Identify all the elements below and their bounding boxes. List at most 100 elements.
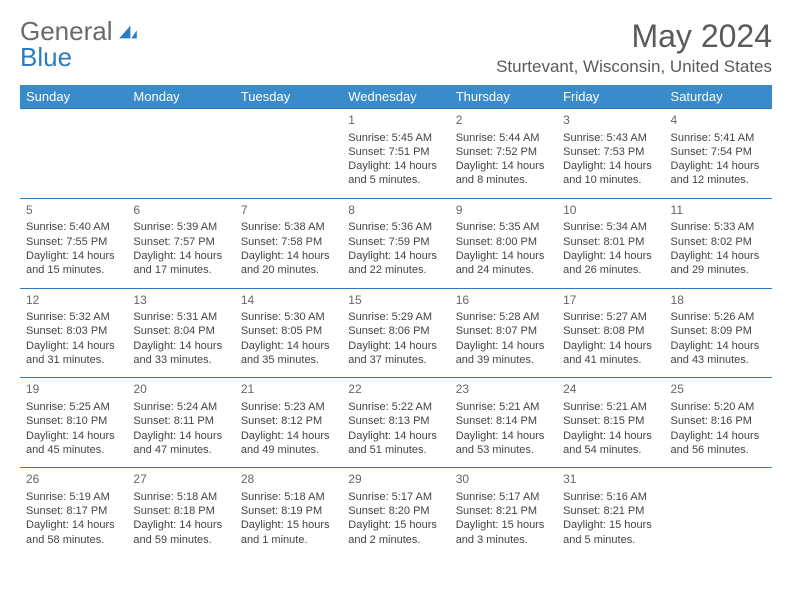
calendar-day-cell: 16Sunrise: 5:28 AMSunset: 8:07 PMDayligh… [450, 288, 557, 378]
sunset-line: Sunset: 8:01 PM [563, 235, 658, 249]
calendar-header-row: SundayMondayTuesdayWednesdayThursdayFrid… [20, 85, 772, 109]
sunrise-line: Sunrise: 5:24 AM [133, 400, 228, 414]
calendar-week-row: 12Sunrise: 5:32 AMSunset: 8:03 PMDayligh… [20, 288, 772, 378]
calendar-day-cell [20, 109, 127, 199]
day-number: 12 [26, 293, 121, 309]
calendar-day-cell: 28Sunrise: 5:18 AMSunset: 8:19 PMDayligh… [235, 468, 342, 557]
calendar-day-cell: 14Sunrise: 5:30 AMSunset: 8:05 PMDayligh… [235, 288, 342, 378]
daylight-line: Daylight: 14 hours and 41 minutes. [563, 339, 658, 368]
calendar-day-cell: 17Sunrise: 5:27 AMSunset: 8:08 PMDayligh… [557, 288, 664, 378]
sunrise-line: Sunrise: 5:38 AM [241, 220, 336, 234]
daylight-line: Daylight: 14 hours and 17 minutes. [133, 249, 228, 278]
daylight-line: Daylight: 14 hours and 33 minutes. [133, 339, 228, 368]
sunset-line: Sunset: 8:13 PM [348, 414, 443, 428]
day-number: 1 [348, 113, 443, 129]
day-number: 18 [671, 293, 766, 309]
daylight-line: Daylight: 14 hours and 51 minutes. [348, 429, 443, 458]
day-header: Thursday [450, 85, 557, 109]
sunrise-line: Sunrise: 5:19 AM [26, 490, 121, 504]
calendar-day-cell: 29Sunrise: 5:17 AMSunset: 8:20 PMDayligh… [342, 468, 449, 557]
sunset-line: Sunset: 8:21 PM [456, 504, 551, 518]
daylight-line: Daylight: 14 hours and 29 minutes. [671, 249, 766, 278]
sunset-line: Sunset: 7:59 PM [348, 235, 443, 249]
day-number: 20 [133, 382, 228, 398]
calendar-week-row: 26Sunrise: 5:19 AMSunset: 8:17 PMDayligh… [20, 468, 772, 557]
sunrise-line: Sunrise: 5:31 AM [133, 310, 228, 324]
daylight-line: Daylight: 15 hours and 3 minutes. [456, 518, 551, 547]
daylight-line: Daylight: 14 hours and 58 minutes. [26, 518, 121, 547]
sunrise-line: Sunrise: 5:33 AM [671, 220, 766, 234]
calendar-day-cell: 19Sunrise: 5:25 AMSunset: 8:10 PMDayligh… [20, 378, 127, 468]
sunset-line: Sunset: 7:53 PM [563, 145, 658, 159]
sunset-line: Sunset: 8:05 PM [241, 324, 336, 338]
calendar-day-cell: 25Sunrise: 5:20 AMSunset: 8:16 PMDayligh… [665, 378, 772, 468]
day-number: 13 [133, 293, 228, 309]
calendar-day-cell: 12Sunrise: 5:32 AMSunset: 8:03 PMDayligh… [20, 288, 127, 378]
sunrise-line: Sunrise: 5:40 AM [26, 220, 121, 234]
sunrise-line: Sunrise: 5:17 AM [348, 490, 443, 504]
daylight-line: Daylight: 15 hours and 2 minutes. [348, 518, 443, 547]
sunset-line: Sunset: 8:15 PM [563, 414, 658, 428]
sunset-line: Sunset: 8:16 PM [671, 414, 766, 428]
sunrise-line: Sunrise: 5:20 AM [671, 400, 766, 414]
calendar-day-cell [665, 468, 772, 557]
sunrise-line: Sunrise: 5:21 AM [563, 400, 658, 414]
sunrise-line: Sunrise: 5:45 AM [348, 131, 443, 145]
sunrise-line: Sunrise: 5:26 AM [671, 310, 766, 324]
daylight-line: Daylight: 14 hours and 8 minutes. [456, 159, 551, 188]
daylight-line: Daylight: 14 hours and 22 minutes. [348, 249, 443, 278]
day-header: Sunday [20, 85, 127, 109]
sunrise-line: Sunrise: 5:36 AM [348, 220, 443, 234]
logo-sail-icon [117, 18, 139, 44]
day-number: 9 [456, 203, 551, 219]
daylight-line: Daylight: 14 hours and 15 minutes. [26, 249, 121, 278]
day-number: 4 [671, 113, 766, 129]
day-number: 11 [671, 203, 766, 219]
day-number: 14 [241, 293, 336, 309]
sunset-line: Sunset: 8:20 PM [348, 504, 443, 518]
sunrise-line: Sunrise: 5:39 AM [133, 220, 228, 234]
daylight-line: Daylight: 14 hours and 59 minutes. [133, 518, 228, 547]
calendar-day-cell: 20Sunrise: 5:24 AMSunset: 8:11 PMDayligh… [127, 378, 234, 468]
calendar-day-cell: 23Sunrise: 5:21 AMSunset: 8:14 PMDayligh… [450, 378, 557, 468]
sunrise-line: Sunrise: 5:16 AM [563, 490, 658, 504]
daylight-line: Daylight: 14 hours and 47 minutes. [133, 429, 228, 458]
sunrise-line: Sunrise: 5:35 AM [456, 220, 551, 234]
calendar-day-cell: 11Sunrise: 5:33 AMSunset: 8:02 PMDayligh… [665, 198, 772, 288]
sunrise-line: Sunrise: 5:25 AM [26, 400, 121, 414]
calendar-day-cell: 15Sunrise: 5:29 AMSunset: 8:06 PMDayligh… [342, 288, 449, 378]
daylight-line: Daylight: 14 hours and 37 minutes. [348, 339, 443, 368]
sunrise-line: Sunrise: 5:18 AM [241, 490, 336, 504]
sunset-line: Sunset: 8:00 PM [456, 235, 551, 249]
sunset-line: Sunset: 8:04 PM [133, 324, 228, 338]
daylight-line: Daylight: 14 hours and 35 minutes. [241, 339, 336, 368]
sunrise-line: Sunrise: 5:34 AM [563, 220, 658, 234]
day-number: 8 [348, 203, 443, 219]
calendar-day-cell: 22Sunrise: 5:22 AMSunset: 8:13 PMDayligh… [342, 378, 449, 468]
brand-part2: Blue [20, 42, 72, 72]
daylight-line: Daylight: 14 hours and 5 minutes. [348, 159, 443, 188]
daylight-line: Daylight: 14 hours and 49 minutes. [241, 429, 336, 458]
day-number: 17 [563, 293, 658, 309]
sunrise-line: Sunrise: 5:22 AM [348, 400, 443, 414]
sunset-line: Sunset: 7:58 PM [241, 235, 336, 249]
calendar-day-cell: 18Sunrise: 5:26 AMSunset: 8:09 PMDayligh… [665, 288, 772, 378]
day-number: 24 [563, 382, 658, 398]
daylight-line: Daylight: 14 hours and 26 minutes. [563, 249, 658, 278]
calendar-day-cell: 5Sunrise: 5:40 AMSunset: 7:55 PMDaylight… [20, 198, 127, 288]
day-number: 25 [671, 382, 766, 398]
sunset-line: Sunset: 8:10 PM [26, 414, 121, 428]
daylight-line: Daylight: 14 hours and 43 minutes. [671, 339, 766, 368]
sunrise-line: Sunrise: 5:29 AM [348, 310, 443, 324]
sunrise-line: Sunrise: 5:21 AM [456, 400, 551, 414]
sunset-line: Sunset: 8:02 PM [671, 235, 766, 249]
sunrise-line: Sunrise: 5:43 AM [563, 131, 658, 145]
calendar-week-row: 1Sunrise: 5:45 AMSunset: 7:51 PMDaylight… [20, 109, 772, 199]
location: Sturtevant, Wisconsin, United States [496, 57, 772, 77]
day-number: 16 [456, 293, 551, 309]
calendar-day-cell: 6Sunrise: 5:39 AMSunset: 7:57 PMDaylight… [127, 198, 234, 288]
daylight-line: Daylight: 14 hours and 20 minutes. [241, 249, 336, 278]
daylight-line: Daylight: 14 hours and 54 minutes. [563, 429, 658, 458]
sunset-line: Sunset: 8:03 PM [26, 324, 121, 338]
day-number: 26 [26, 472, 121, 488]
